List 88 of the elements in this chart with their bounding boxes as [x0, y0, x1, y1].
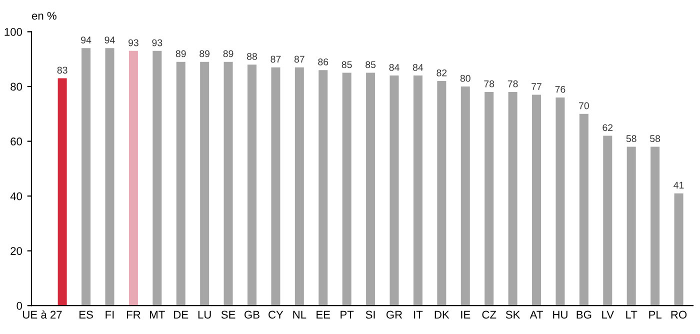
bar: [318, 70, 328, 306]
y-tick-label: 0: [16, 302, 22, 310]
x-tick-label: AT: [530, 310, 543, 319]
data-label: 78: [508, 80, 518, 88]
bar: [82, 48, 91, 306]
bar: [532, 94, 542, 306]
bar: [579, 114, 588, 306]
x-tick-label: BG: [576, 310, 592, 319]
x-tick-label: SK: [506, 310, 520, 319]
data-label: 85: [342, 61, 352, 68]
bar: [484, 92, 494, 306]
x-tick-label: HU: [553, 310, 568, 319]
x-tick-label: EE: [316, 310, 330, 319]
data-label: 88: [247, 53, 257, 60]
x-tick-label: GR: [386, 310, 402, 319]
bar: [556, 97, 565, 306]
data-label: 62: [602, 124, 613, 132]
x-tick-label: MT: [150, 310, 165, 319]
data-label: 93: [152, 39, 162, 46]
data-label: 80: [460, 74, 470, 82]
x-tick-label: GB: [244, 310, 260, 319]
x-tick-label: RO: [671, 310, 687, 319]
bar: [390, 76, 399, 306]
bar: [366, 72, 376, 306]
data-label: 93: [128, 39, 138, 46]
x-tick-label: DK: [434, 310, 450, 319]
bar: [271, 67, 280, 306]
data-label: 89: [200, 50, 210, 58]
bar: [58, 78, 67, 306]
x-tick-label: CY: [268, 310, 284, 319]
data-label: 84: [389, 64, 400, 71]
y-tick-label: 100: [4, 28, 22, 36]
data-label: 41: [674, 182, 684, 189]
y-tick-label: 60: [10, 138, 22, 146]
bar: [674, 193, 684, 306]
x-tick-label: FR: [126, 310, 140, 319]
x-tick-label: DE: [174, 310, 188, 319]
bar: [200, 62, 210, 306]
x-tick-label: PT: [340, 310, 354, 319]
data-label: 94: [81, 36, 92, 44]
data-label: 87: [294, 56, 304, 63]
bar: [105, 48, 114, 306]
y-axis-title: en %: [32, 12, 56, 20]
x-tick-label: SE: [221, 310, 236, 319]
y-tick-label: 40: [10, 192, 22, 200]
x-tick-label: SI: [366, 310, 375, 319]
bar: [460, 86, 470, 306]
data-label: 83: [57, 66, 68, 74]
bar: [626, 146, 636, 306]
bar: [128, 50, 138, 306]
x-tick-label: LT: [626, 310, 638, 319]
data-label: 58: [650, 135, 660, 142]
data-label: 89: [176, 50, 186, 58]
bar: [437, 81, 446, 306]
data-label: 85: [366, 61, 376, 68]
data-label: 76: [555, 86, 566, 93]
data-label: 86: [318, 58, 328, 66]
data-label: 84: [412, 64, 424, 71]
data-label: 94: [104, 36, 115, 44]
bar: [224, 62, 233, 306]
y-tick-label: 20: [10, 247, 22, 255]
data-label: 77: [532, 83, 542, 90]
x-tick-label: ES: [80, 310, 93, 319]
bar: [152, 50, 162, 306]
x-tick-label: LU: [198, 310, 211, 319]
bar: [247, 64, 257, 306]
x-tick-label: NL: [293, 310, 306, 319]
data-label: 78: [484, 80, 494, 88]
x-tick-label: FI: [106, 310, 114, 319]
x-tick-label: IT: [414, 310, 423, 319]
y-tick-label: 80: [10, 82, 22, 91]
bar: [650, 146, 660, 306]
bar: [176, 62, 186, 306]
x-tick-label: IE: [461, 310, 470, 319]
x-tick-label: PL: [649, 310, 662, 319]
data-label: 82: [436, 69, 447, 76]
data-label: 89: [223, 50, 234, 58]
x-tick-label: CZ: [482, 310, 496, 319]
x-tick-label: UE à 27: [23, 310, 62, 319]
bar: [413, 76, 422, 306]
data-label: 87: [270, 56, 281, 63]
bar: [603, 136, 612, 306]
bar: [342, 72, 352, 306]
data-label: 70: [579, 102, 589, 110]
x-tick-label: LV: [602, 310, 614, 319]
bar: [294, 67, 304, 306]
bar: [508, 92, 518, 306]
data-label: 58: [626, 135, 636, 142]
